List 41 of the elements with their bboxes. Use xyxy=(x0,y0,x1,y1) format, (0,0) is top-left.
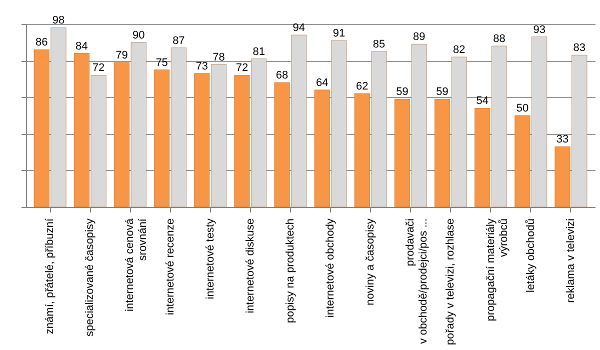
data-label: 75 xyxy=(156,56,168,69)
data-label: 93 xyxy=(533,24,546,36)
data-label: 88 xyxy=(493,32,506,45)
x-tick-label: internetové testy xyxy=(204,218,216,300)
x-tick-label: známí, přátelé, příbuzní xyxy=(44,218,56,334)
data-label: 59 xyxy=(396,86,408,98)
x-tick-label: specializované časopisy xyxy=(84,218,96,337)
data-label: 62 xyxy=(356,80,368,93)
data-label: 84 xyxy=(76,40,88,52)
data-label: 73 xyxy=(196,60,208,72)
data-label: 87 xyxy=(172,34,185,47)
x-tick-label: prodavači v obchodě/prodejci/pos ... xyxy=(404,218,430,344)
data-label: 59 xyxy=(436,86,448,98)
data-label: 33 xyxy=(556,134,569,146)
x-tick-label: pořady v televizi, rozhlase xyxy=(444,218,457,346)
x-tick-label: internetové diskuse xyxy=(244,218,256,314)
data-label: 72 xyxy=(236,62,248,74)
data-label: 86 xyxy=(35,36,48,49)
x-tick-label: noviny a časopisy xyxy=(364,218,377,306)
data-label: 94 xyxy=(292,22,306,34)
data-label: 79 xyxy=(116,49,128,62)
data-label: 81 xyxy=(252,46,265,58)
x-tick-label: internetové recenze xyxy=(164,218,176,316)
data-label: 50 xyxy=(516,102,529,114)
data-label: 98 xyxy=(52,14,65,27)
data-label: 85 xyxy=(372,38,386,50)
data-label: 91 xyxy=(332,27,346,40)
data-label: 83 xyxy=(573,42,586,54)
data-label: 68 xyxy=(276,70,288,82)
data-label: 64 xyxy=(316,76,328,89)
x-tick-label: letáky obchodů xyxy=(524,218,537,292)
data-label: 78 xyxy=(212,51,225,64)
data-label: 89 xyxy=(412,31,426,44)
data-label: 54 xyxy=(476,95,489,108)
data-label: 72 xyxy=(92,62,105,74)
x-tick-label: internetové obchody xyxy=(324,218,337,318)
x-tick-label: popisy na produktech xyxy=(284,218,296,324)
x-tick-label: propagační materiály výrobců xyxy=(484,218,510,322)
data-label: 90 xyxy=(132,29,145,42)
x-tick-label: reklama v televizi xyxy=(564,218,577,303)
data-label: 82 xyxy=(453,44,466,56)
